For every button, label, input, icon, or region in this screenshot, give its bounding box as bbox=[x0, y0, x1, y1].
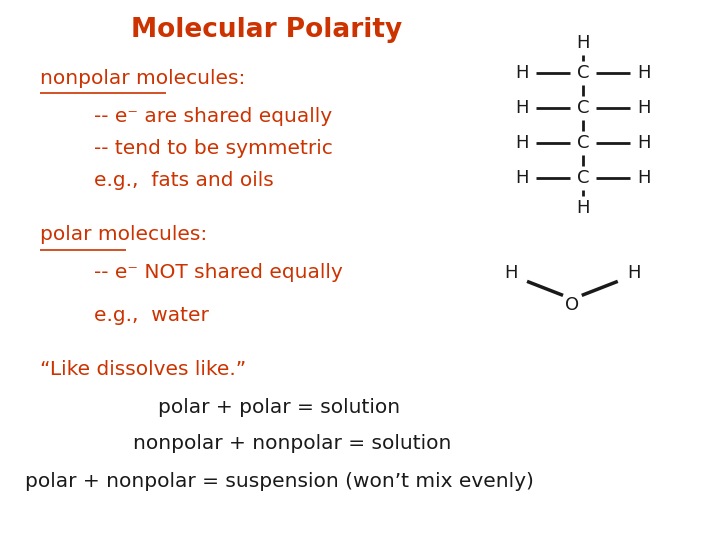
Text: -- e⁻ are shared equally: -- e⁻ are shared equally bbox=[94, 106, 332, 126]
Text: polar + polar = solution: polar + polar = solution bbox=[158, 398, 400, 417]
Text: H: H bbox=[516, 64, 528, 82]
Text: H: H bbox=[516, 99, 528, 117]
Text: Molecular Polarity: Molecular Polarity bbox=[131, 17, 402, 43]
Text: H: H bbox=[638, 169, 651, 187]
Text: H: H bbox=[577, 199, 590, 217]
Text: e.g.,  water: e.g., water bbox=[94, 306, 209, 326]
Text: C: C bbox=[577, 99, 590, 117]
Text: polar + nonpolar = suspension (won’t mix evenly): polar + nonpolar = suspension (won’t mix… bbox=[25, 472, 534, 491]
Text: nonpolar molecules:: nonpolar molecules: bbox=[40, 69, 245, 88]
Text: nonpolar + nonpolar = solution: nonpolar + nonpolar = solution bbox=[133, 434, 451, 454]
Text: “Like dissolves like.”: “Like dissolves like.” bbox=[40, 360, 246, 380]
Text: -- tend to be symmetric: -- tend to be symmetric bbox=[94, 139, 333, 158]
Text: C: C bbox=[577, 64, 590, 82]
Text: H: H bbox=[638, 134, 651, 152]
Text: H: H bbox=[638, 64, 651, 82]
Text: H: H bbox=[577, 34, 590, 52]
Text: H: H bbox=[627, 264, 640, 282]
Text: e.g.,  fats and oils: e.g., fats and oils bbox=[94, 171, 274, 191]
Text: H: H bbox=[516, 169, 528, 187]
Text: O: O bbox=[565, 296, 580, 314]
Text: C: C bbox=[577, 134, 590, 152]
Text: H: H bbox=[516, 134, 528, 152]
Text: H: H bbox=[638, 99, 651, 117]
Text: H: H bbox=[505, 264, 518, 282]
Text: -- e⁻ NOT shared equally: -- e⁻ NOT shared equally bbox=[94, 263, 342, 282]
Text: polar molecules:: polar molecules: bbox=[40, 225, 207, 245]
Text: C: C bbox=[577, 169, 590, 187]
